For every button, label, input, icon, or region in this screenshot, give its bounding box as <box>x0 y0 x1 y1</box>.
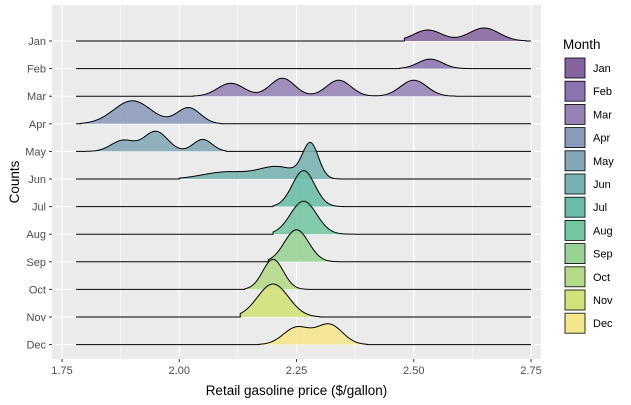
legend-swatch-jul <box>564 196 586 218</box>
ridge-outline <box>76 323 531 346</box>
y-tick-label: Feb <box>27 64 46 76</box>
ridge-sep <box>76 229 531 263</box>
ridge-outline <box>76 258 531 290</box>
legend-swatch-aug <box>564 219 586 241</box>
legend-swatch-apr <box>564 127 586 148</box>
ridge-area <box>399 59 471 69</box>
ridge-outline <box>76 141 531 180</box>
legend-title: Month <box>563 37 601 52</box>
y-tick-label: Jun <box>28 174 46 186</box>
ridge-dec <box>76 323 531 346</box>
y-tick-label: Aug <box>26 229 46 241</box>
legend-label: May <box>593 156 614 168</box>
ridge-area <box>240 284 320 317</box>
ridge-area <box>193 78 456 97</box>
legend-label: Jan <box>593 63 611 75</box>
x-tick-label: 2.75 <box>520 365 541 377</box>
ridge-aug <box>76 200 531 235</box>
y-tick-label: Oct <box>29 284 46 296</box>
legend-label: Mar <box>593 109 612 121</box>
ridge-area <box>258 323 367 345</box>
y-tick-label: Nov <box>26 312 46 324</box>
ridge-jan <box>76 27 531 42</box>
x-tick-label: 1.75 <box>51 365 72 377</box>
ridge-outline <box>76 77 531 97</box>
legend-swatch-may <box>564 150 586 172</box>
x-tick-label: 2.25 <box>286 365 307 377</box>
ridge-nov <box>76 283 531 318</box>
ridge-feb <box>76 58 531 70</box>
ridge-outline <box>76 170 531 208</box>
y-tick-label: Mar <box>27 91 46 103</box>
legend-swatch-jun <box>564 173 586 195</box>
x-axis-title: Retail gasoline price ($/gallon) <box>206 383 388 398</box>
legend-label: Aug <box>593 225 613 237</box>
y-tick-label: Jul <box>32 202 46 214</box>
legend-swatch-sep <box>564 243 586 265</box>
ridge-mar <box>76 77 531 97</box>
y-tick-label: May <box>25 146 46 158</box>
ridge-area <box>273 170 344 207</box>
legend-swatch-feb <box>564 80 586 102</box>
y-tick-label: Jan <box>28 36 46 48</box>
ridge-area <box>179 142 344 179</box>
ridge-jul <box>76 170 531 208</box>
ridge-outline <box>76 27 531 42</box>
legend-swatch-mar <box>564 104 586 125</box>
legend-label: Sep <box>593 249 613 261</box>
legend-swatch-jan <box>564 57 586 79</box>
legend-swatch-nov <box>564 289 586 311</box>
ridge-apr <box>76 100 531 125</box>
ridge-outline <box>76 58 531 70</box>
ridge-may <box>76 130 531 152</box>
legend-label: Oct <box>593 272 610 284</box>
legend-label: Dec <box>593 318 613 330</box>
ridge-outline <box>76 229 531 263</box>
ridge-outline <box>76 283 531 318</box>
x-tick-label: 2.50 <box>403 365 424 377</box>
legend-label: Feb <box>593 86 612 98</box>
x-tick-label: 2.00 <box>169 365 190 377</box>
ridge-area <box>244 259 320 290</box>
minor-gridlines <box>120 5 473 359</box>
y-tick-label: Dec <box>26 340 46 352</box>
y-tick-label: Sep <box>26 257 46 269</box>
y-axis: Jan Feb Mar Apr May Jun Jul Aug Sep Oct Nov Dec <box>25 36 52 352</box>
ridge-outline <box>76 200 531 235</box>
y-tick-label: Apr <box>29 119 46 131</box>
legend-label: Nov <box>593 295 613 307</box>
legend-swatch-dec <box>564 312 586 334</box>
ridge-area <box>80 100 222 124</box>
ridge-outline <box>76 100 531 125</box>
ridge-area <box>268 229 344 262</box>
ridge-jun <box>76 141 531 180</box>
legend-label: Apr <box>593 133 610 145</box>
y-axis-title: Counts <box>7 160 22 203</box>
x-axis: 1.75 2.00 2.25 2.50 2.75 <box>51 359 542 377</box>
ridges <box>76 27 531 346</box>
legend-swatch-oct <box>564 266 586 288</box>
legend-label: Jun <box>593 179 611 191</box>
ridge-outline <box>76 130 531 152</box>
legend: Month Jan Feb Mar Apr May Jun Jul Aug Sep Oct Nov D… <box>563 37 614 334</box>
legend-label: Jul <box>593 202 607 214</box>
ridge-area <box>76 131 227 152</box>
ridge-oct <box>76 258 531 290</box>
